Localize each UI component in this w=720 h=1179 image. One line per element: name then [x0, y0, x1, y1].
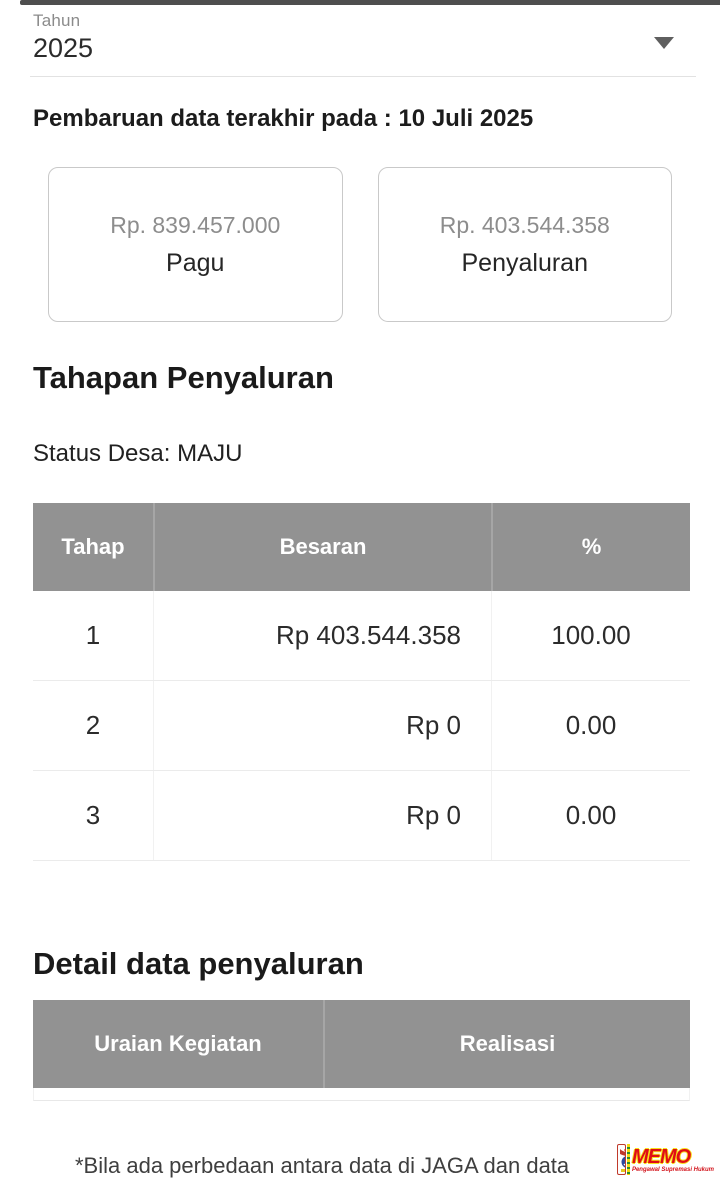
year-select-label: Tahun [33, 11, 81, 30]
table-row: 1 Rp 403.544.358 100.00 [33, 591, 690, 681]
header-cell-uraian: Uraian Kegiatan [94, 1031, 262, 1056]
cell-besaran: Rp 403.544.358 [153, 591, 491, 680]
memo-logo-name: MEMO [631, 1145, 691, 1168]
cell-pct: 0.00 [491, 771, 690, 860]
header-cell-realisasi: Realisasi [323, 1000, 690, 1088]
detail-table-row-partial [33, 1088, 690, 1101]
pagu-value: Rp. 839.457.000 [110, 211, 281, 238]
memo-logo-tagline: Pengawal Supremasi Hukum [631, 1166, 714, 1173]
table-row: 3 Rp 0 0.00 [33, 771, 690, 861]
detail-table-header: Uraian Kegiatan Realisasi [33, 1000, 690, 1088]
header-cell-besaran: Besaran [153, 503, 491, 591]
header-cell-pct: % [491, 503, 690, 591]
penyaluran-label: Penyaluran [461, 248, 588, 277]
detail-section-title: Detail data penyaluran [33, 946, 364, 981]
tahapan-table: Tahap Besaran % 1 Rp 403.544.358 100.00 … [33, 503, 690, 861]
cell-pct: 100.00 [491, 591, 690, 680]
select-underline [30, 76, 696, 77]
memo-logo-strip [627, 1144, 630, 1175]
detail-table: Uraian Kegiatan Realisasi [33, 1000, 690, 1101]
header-cell-tahap: Tahap [61, 534, 125, 559]
top-residual-bar [20, 0, 720, 5]
last-update-heading: Pembaruan data terakhir pada : 10 Juli 2… [33, 105, 534, 132]
footnote-text: *Bila ada perbedaan antara data di JAGA … [75, 1153, 570, 1178]
memo-watermark: MEMO Pengawal Supremasi Hukum [617, 1144, 714, 1176]
cell-besaran: Rp 0 [153, 771, 491, 860]
cell-pct: 0.00 [491, 681, 690, 770]
pagu-label: Pagu [166, 248, 225, 277]
year-select[interactable]: 2025 [33, 33, 94, 63]
tahapan-section-title: Tahapan Penyaluran [33, 360, 334, 395]
tahapan-table-header: Tahap Besaran % [33, 503, 690, 591]
memo-logo-text: MEMO Pengawal Supremasi Hukum [630, 1144, 714, 1176]
chevron-down-icon[interactable] [654, 37, 674, 49]
summary-cards: Rp. 839.457.000 Pagu Rp. 403.544.358 Pen… [48, 167, 672, 322]
penyaluran-card: Rp. 403.544.358 Penyaluran [377, 167, 672, 322]
cell-tahap: 3 [85, 800, 101, 830]
pagu-card: Rp. 839.457.000 Pagu [48, 167, 343, 322]
cell-besaran: Rp 0 [153, 681, 491, 770]
status-desa-text: Status Desa: MAJU [33, 440, 243, 467]
penyaluran-value: Rp. 403.544.358 [439, 211, 610, 238]
cell-tahap: 1 [85, 620, 101, 650]
table-row: 2 Rp 0 0.00 [33, 681, 690, 771]
cell-tahap: 2 [85, 710, 101, 740]
memo-crest-icon [617, 1144, 627, 1175]
